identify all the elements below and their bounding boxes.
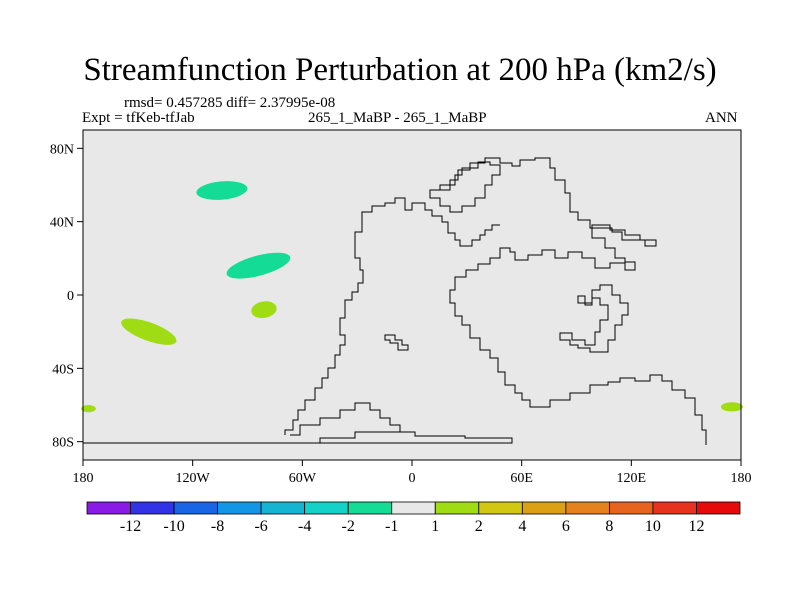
chart-title: Streamfunction Perturbation at 200 hPa (… bbox=[83, 52, 717, 88]
anomaly-region bbox=[720, 402, 743, 412]
x-tick-label: 60W bbox=[289, 471, 317, 486]
colorbar-label: -1 bbox=[385, 518, 398, 535]
colorbar-swatch bbox=[86, 501, 131, 515]
case-comparison-label: 265_1_MaBP - 265_1_MaBP bbox=[308, 110, 487, 126]
anomaly-region bbox=[226, 252, 291, 279]
y-axis: 80N 40N 0 40S 80S bbox=[50, 142, 83, 451]
x-tick-label: 180 bbox=[73, 471, 94, 486]
colorbar-label: -12 bbox=[120, 518, 141, 535]
anomaly-region bbox=[81, 405, 96, 413]
coastline-eurasia-africa bbox=[440, 157, 707, 445]
y-tick-label: 0 bbox=[67, 289, 74, 304]
experiment-label: Expt = tfKeb-tfJab bbox=[82, 110, 195, 126]
x-axis: 180 120W 60W 0 60E 120E 180 bbox=[73, 460, 752, 486]
y-tick-label: 40S bbox=[52, 362, 74, 377]
x-tick-label: 120E bbox=[617, 471, 647, 486]
y-tick-label: 80S bbox=[52, 436, 74, 451]
x-tick-label: 0 bbox=[409, 471, 416, 486]
colorbar-swatch bbox=[609, 501, 654, 515]
plot-background bbox=[83, 130, 741, 460]
colorbar-swatch bbox=[391, 501, 436, 515]
anomaly-region bbox=[121, 318, 177, 345]
colorbar-swatch bbox=[347, 501, 393, 515]
colorbar-label: 12 bbox=[688, 518, 704, 535]
colorbar-label: -4 bbox=[298, 518, 311, 535]
colorbar-swatch bbox=[260, 501, 306, 515]
colorbar-swatch bbox=[565, 501, 610, 515]
colorbar-label: 10 bbox=[645, 518, 661, 535]
colorbar-swatch bbox=[304, 501, 349, 515]
colorbar-swatch bbox=[434, 501, 480, 515]
season-label: ANN bbox=[705, 110, 738, 126]
y-tick-label: 40N bbox=[50, 216, 74, 231]
coastlines bbox=[83, 157, 707, 445]
anomaly-contours bbox=[81, 181, 743, 413]
colorbar-label: -10 bbox=[163, 518, 184, 535]
coastline-antarctic-peninsula bbox=[290, 402, 401, 436]
colorbar-swatch bbox=[521, 501, 567, 515]
coastline-atlantic-island bbox=[384, 334, 409, 351]
x-tick-label: 120W bbox=[176, 471, 211, 486]
colorbar-label: 4 bbox=[518, 518, 526, 535]
colorbar-swatch bbox=[696, 501, 741, 515]
coastline-americas bbox=[284, 197, 500, 435]
anomaly-region bbox=[251, 301, 277, 319]
colorbar-swatch bbox=[130, 501, 175, 515]
coastline-antarctica bbox=[83, 431, 513, 444]
colorbar-label: 1 bbox=[431, 518, 439, 535]
colorbar-label: -6 bbox=[254, 518, 267, 535]
colorbar-swatch bbox=[652, 501, 697, 515]
colorbar-label: 8 bbox=[605, 518, 613, 535]
coastline-greenland bbox=[429, 161, 501, 213]
colorbar-swatch bbox=[217, 501, 262, 515]
anomaly-region bbox=[196, 181, 248, 200]
colorbar-swatch bbox=[478, 501, 523, 515]
colorbar-label: -2 bbox=[342, 518, 355, 535]
x-tick-label: 60E bbox=[510, 471, 533, 486]
colorbar-label: 2 bbox=[475, 518, 483, 535]
y-tick-label: 80N bbox=[50, 142, 74, 157]
colorbar-label: -8 bbox=[211, 518, 224, 535]
stats-line: rmsd= 0.457285 diff= 2.37995e-08 bbox=[124, 95, 336, 111]
coastline-southeast-asia bbox=[559, 284, 629, 353]
x-tick-label: 180 bbox=[731, 471, 752, 486]
colorbar: -12 -10 -8 -6 -4 -2 -1 1 2 4 6 8 10 12 bbox=[86, 501, 741, 535]
colorbar-label: 6 bbox=[562, 518, 570, 535]
colorbar-swatch bbox=[173, 501, 218, 515]
